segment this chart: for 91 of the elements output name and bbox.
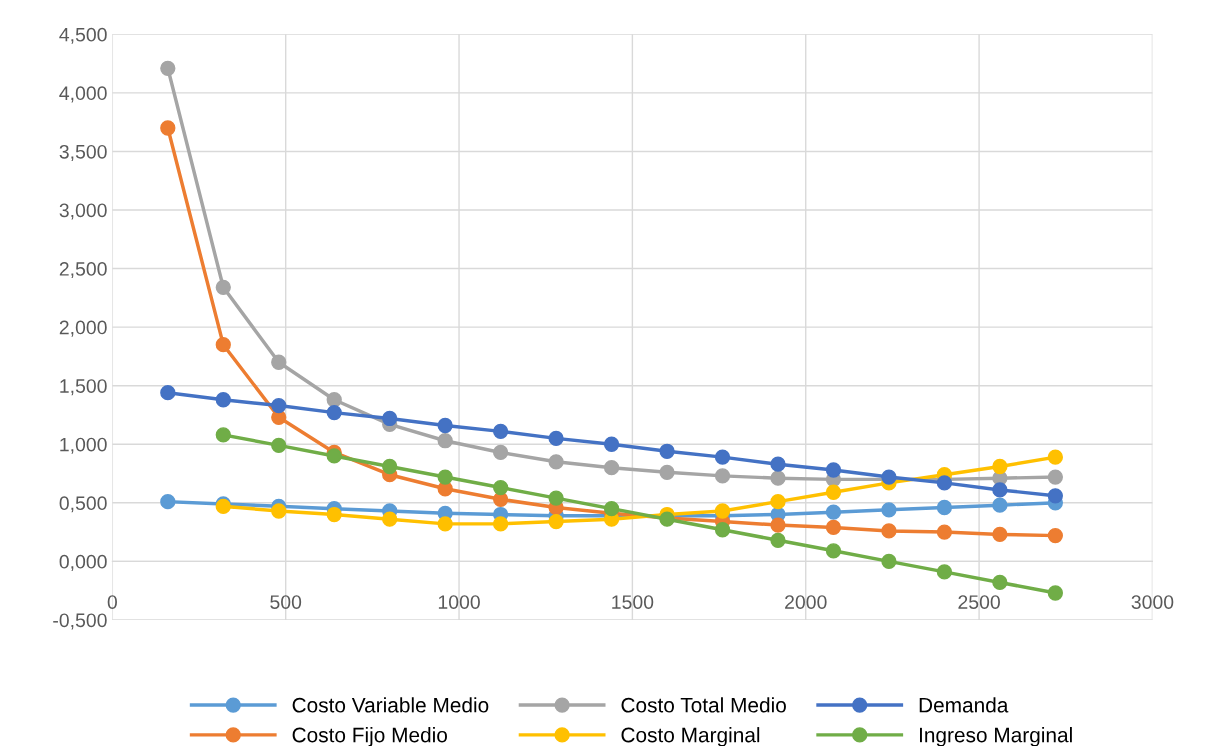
point (881, 553, 897, 570)
point (825, 462, 842, 478)
x-tick-label: 2000 (785, 595, 827, 609)
legend-label: Costo Marginal (621, 727, 760, 746)
point (770, 532, 786, 548)
point (659, 464, 675, 480)
point (825, 484, 842, 500)
point (271, 437, 287, 454)
point (770, 493, 786, 510)
point (160, 60, 176, 76)
point (271, 354, 287, 370)
point (215, 337, 231, 353)
point (326, 404, 342, 421)
point (382, 458, 398, 475)
legend-label: Demanda (919, 697, 1009, 713)
point (493, 444, 509, 461)
point (160, 493, 176, 510)
y-tick-label: 3,000 (59, 203, 107, 220)
point (1047, 527, 1063, 544)
point (936, 564, 953, 580)
point (825, 504, 842, 520)
point (714, 522, 731, 538)
legend-label: Costo Total Medio (621, 697, 786, 713)
point (603, 501, 620, 517)
point (992, 482, 1008, 498)
y-tick-label: 4,500 (59, 27, 107, 44)
point (992, 574, 1008, 591)
x-tick-label: 2500 (958, 595, 1000, 609)
point (215, 279, 231, 295)
y-tick-label: 3,500 (59, 144, 107, 161)
point (936, 524, 953, 540)
y-tick-label: 1,000 (60, 437, 107, 454)
point (160, 385, 176, 401)
point (714, 449, 731, 465)
point (548, 430, 564, 447)
point (437, 433, 453, 449)
y-tick-label: 2,500 (59, 262, 107, 279)
point (770, 517, 786, 533)
point (326, 392, 342, 408)
point (825, 543, 842, 559)
point (215, 427, 231, 443)
x-tick-label: 0 (107, 595, 117, 609)
x-tick-label: 500 (270, 595, 302, 609)
x-tick-label: 1000 (438, 595, 480, 609)
point (992, 497, 1008, 513)
point (548, 454, 564, 470)
point (603, 460, 620, 476)
point (714, 468, 731, 484)
point (548, 513, 564, 530)
point (881, 502, 897, 518)
point (714, 503, 731, 519)
point (215, 392, 231, 408)
point (936, 499, 953, 516)
point (160, 120, 176, 136)
point (271, 503, 287, 519)
point (936, 475, 953, 491)
point (770, 456, 786, 472)
point (326, 506, 342, 523)
point (1047, 469, 1063, 485)
y-tick-label: -0,500 (53, 613, 107, 630)
y-tick-label: 4,000 (59, 86, 107, 103)
point (770, 470, 786, 486)
point (382, 511, 398, 527)
legend-label: Ingreso Marginal (919, 727, 1072, 746)
point (493, 479, 509, 496)
point (271, 397, 287, 414)
y-tick-label: 1,500 (60, 379, 107, 396)
point (992, 526, 1008, 543)
point (437, 417, 453, 434)
point (992, 458, 1008, 475)
point (437, 469, 453, 485)
point (382, 410, 398, 427)
point (603, 436, 620, 452)
point (825, 519, 842, 536)
legend-label: Costo Variable Medio (292, 697, 489, 713)
y-tick-label: 2,000 (59, 320, 107, 337)
point (437, 516, 453, 532)
y-tick-label: 0,500 (59, 496, 107, 513)
point (659, 443, 675, 459)
point (1047, 449, 1063, 465)
point (881, 523, 897, 539)
legend-label: Costo Fijo Medio (292, 727, 447, 746)
x-tick-label: 3000 (1131, 595, 1174, 609)
point (548, 490, 564, 506)
point (1047, 488, 1063, 504)
point (493, 516, 509, 532)
point (493, 423, 509, 439)
point (326, 448, 342, 464)
x-tick-label: 1500 (612, 595, 654, 609)
y-tick-label: 0,000 (59, 554, 107, 571)
point (1047, 585, 1063, 601)
